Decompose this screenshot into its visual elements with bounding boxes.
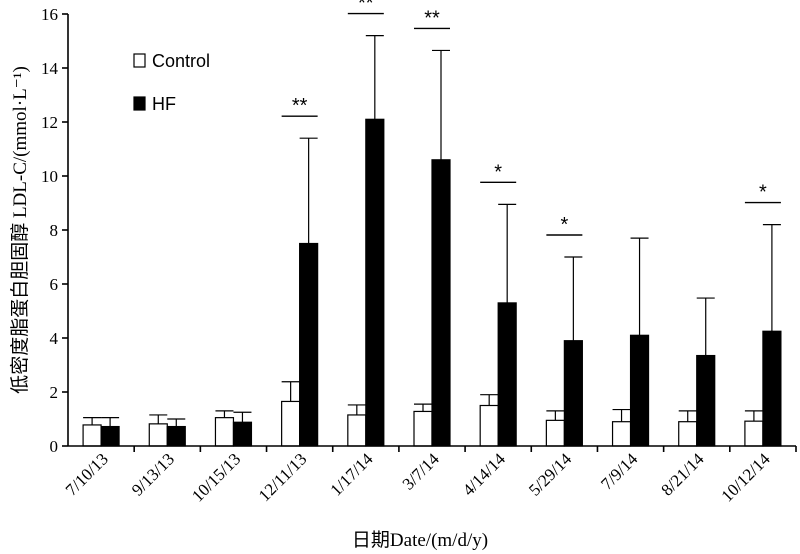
significance-marker: ** (358, 0, 374, 15)
significance-marker: * (494, 161, 502, 183)
bar-control (413, 410, 433, 447)
bar-hf (696, 354, 716, 447)
y-tick-label: 16 (41, 5, 58, 24)
x-tick-label: 3/7/14 (399, 449, 444, 494)
bar-hf (100, 425, 120, 447)
y-tick-label: 14 (41, 59, 59, 78)
bar-control (678, 421, 698, 447)
x-tick-label: 12/11/13 (255, 449, 311, 505)
bar-control (744, 420, 764, 447)
bar-control (214, 417, 235, 447)
legend-label-hf: HF (152, 94, 176, 114)
y-tick-label: 10 (41, 167, 58, 186)
bar-hf (232, 421, 253, 447)
x-axis-title: 日期Date/(m/d/y) (352, 529, 488, 551)
x-tick-label: 10/12/14 (718, 449, 775, 506)
bar-control (347, 414, 367, 447)
bar-control (281, 400, 301, 447)
y-ticks: 0 2 4 6 8 10 12 14 16 (41, 5, 68, 456)
significance-marker: * (759, 182, 767, 204)
y-tick-label: 2 (50, 383, 59, 402)
legend-label-control: Control (152, 51, 210, 71)
x-tick-label: 1/17/14 (326, 449, 377, 500)
significance-marker: ** (292, 95, 308, 117)
legend: Control HF (133, 51, 210, 114)
x-tick-label: 9/13/13 (128, 449, 178, 499)
bar-control (479, 404, 499, 447)
x-tick-label: 10/15/13 (188, 449, 244, 505)
x-tick-label: 7/9/14 (597, 449, 642, 494)
y-tick-label: 12 (41, 113, 58, 132)
x-tick-label: 7/10/13 (62, 449, 112, 499)
bar-hf (762, 330, 782, 447)
legend-swatch-hf (133, 96, 146, 111)
bar-control (148, 423, 168, 447)
y-tick-label: 0 (50, 437, 59, 456)
y-tick-label: 8 (50, 221, 59, 240)
bar-hf (299, 242, 319, 447)
bar-hf (365, 118, 385, 447)
significance-marker: ** (424, 7, 440, 29)
bar-control (82, 424, 102, 447)
bar-hf (431, 159, 451, 447)
y-axis-title: 低密度脂蛋白胆固醇 LDL-C/(mmol·L⁻¹) (9, 66, 31, 394)
significance-marker: * (560, 214, 568, 236)
y-tick-label: 6 (50, 275, 59, 294)
bar-control (611, 421, 632, 447)
x-tick-label: 4/14/14 (459, 449, 510, 500)
bar-hf (629, 334, 650, 447)
legend-swatch-control (133, 53, 146, 68)
x-ticks: 7/10/13 9/13/13 10/15/13 12/11/13 1/17/14 3/7… (62, 446, 797, 506)
bar-hf (497, 302, 517, 447)
bar-hf (563, 340, 583, 447)
bar-hf (166, 425, 186, 447)
x-tick-label: 8/21/14 (657, 449, 708, 500)
x-tick-label: 5/29/14 (525, 449, 576, 500)
bar-control (545, 419, 565, 447)
y-tick-label: 4 (50, 329, 59, 348)
